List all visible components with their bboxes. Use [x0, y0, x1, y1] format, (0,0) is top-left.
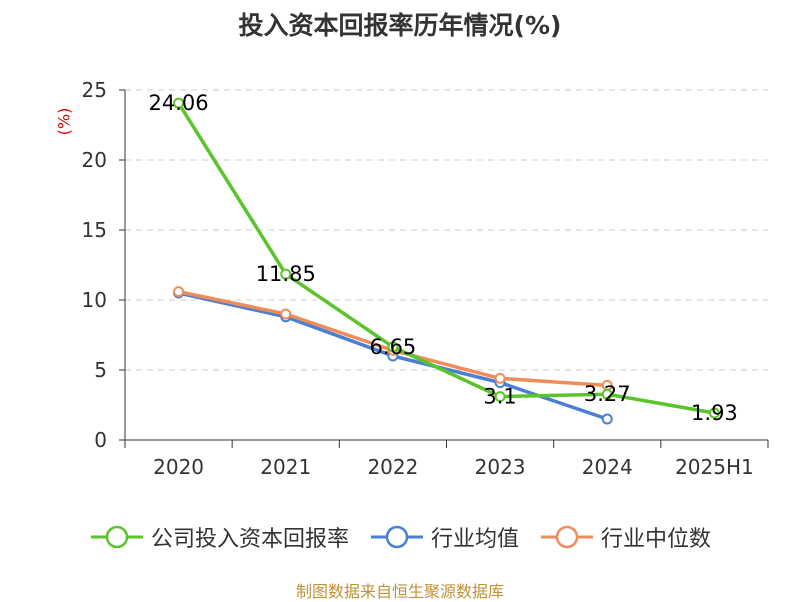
line-chart: 0 5 10 15 20 25 2020 2021 2022 2023 2024 2025H1 24.… [82, 78, 769, 479]
legend-swatch-marker [105, 525, 129, 549]
x-tick-label: 2021 [260, 455, 311, 479]
series-line [177, 102, 715, 415]
data-label: 11.85 [256, 262, 316, 286]
legend-swatch-marker [555, 525, 579, 549]
axes: 0 5 10 15 20 25 2020 2021 2022 2023 2024 2025H1 [82, 78, 769, 479]
legend: 公司投入资本回报率 行业均值 行业中位数 [0, 520, 800, 554]
x-tick-label: 2022 [367, 455, 418, 479]
data-label: 1.93 [691, 401, 738, 425]
data-point [494, 391, 506, 403]
data-label: 3.27 [584, 382, 631, 406]
data-point [173, 286, 185, 298]
grid-lines [125, 89, 768, 371]
data-point [280, 308, 292, 320]
legend-label: 公司投入资本回报率 [150, 527, 349, 552]
legend-swatch-marker [385, 525, 409, 549]
x-tick-label: 2023 [475, 455, 526, 479]
series-lines [173, 97, 720, 425]
data-label: 3.1 [483, 385, 516, 409]
data-point [494, 372, 506, 384]
data-point [708, 407, 720, 419]
chart-title: 投入资本回报率历年情况(%) [238, 11, 562, 40]
y-tick-label: 25 [82, 78, 107, 102]
x-tick-label: 2024 [582, 455, 633, 479]
data-point [280, 268, 292, 280]
data-label: 24.06 [149, 91, 209, 115]
legend-item: 公司投入资本回报率 [89, 521, 349, 553]
data-point [173, 97, 185, 109]
legend-swatch [90, 525, 143, 549]
legend-item: 行业均值 [369, 521, 519, 553]
data-label: 6.65 [370, 335, 417, 359]
x-tick-label: 2020 [153, 455, 204, 479]
data-point [601, 413, 613, 425]
legend-swatch [541, 525, 593, 549]
legend-swatch [370, 525, 423, 549]
legend-item: 行业中位数 [539, 521, 711, 553]
y-tick-label: 10 [82, 288, 107, 312]
x-tick-label: 2025H1 [675, 455, 754, 479]
y-tick-label: 0 [94, 428, 107, 452]
data-point [387, 341, 399, 353]
y-tick-label: 5 [94, 358, 107, 382]
data-source-note: 制图数据来自恒生聚源数据库 [295, 582, 504, 601]
data-labels: 24.06 11.85 6.65 3.1 3.27 1.93 [149, 91, 738, 425]
data-point [601, 388, 613, 400]
y-tick-label: 20 [82, 148, 107, 172]
y-tick-label: 15 [82, 218, 107, 242]
legend-label: 行业均值 [430, 527, 519, 552]
legend-label: 行业中位数 [601, 527, 712, 552]
